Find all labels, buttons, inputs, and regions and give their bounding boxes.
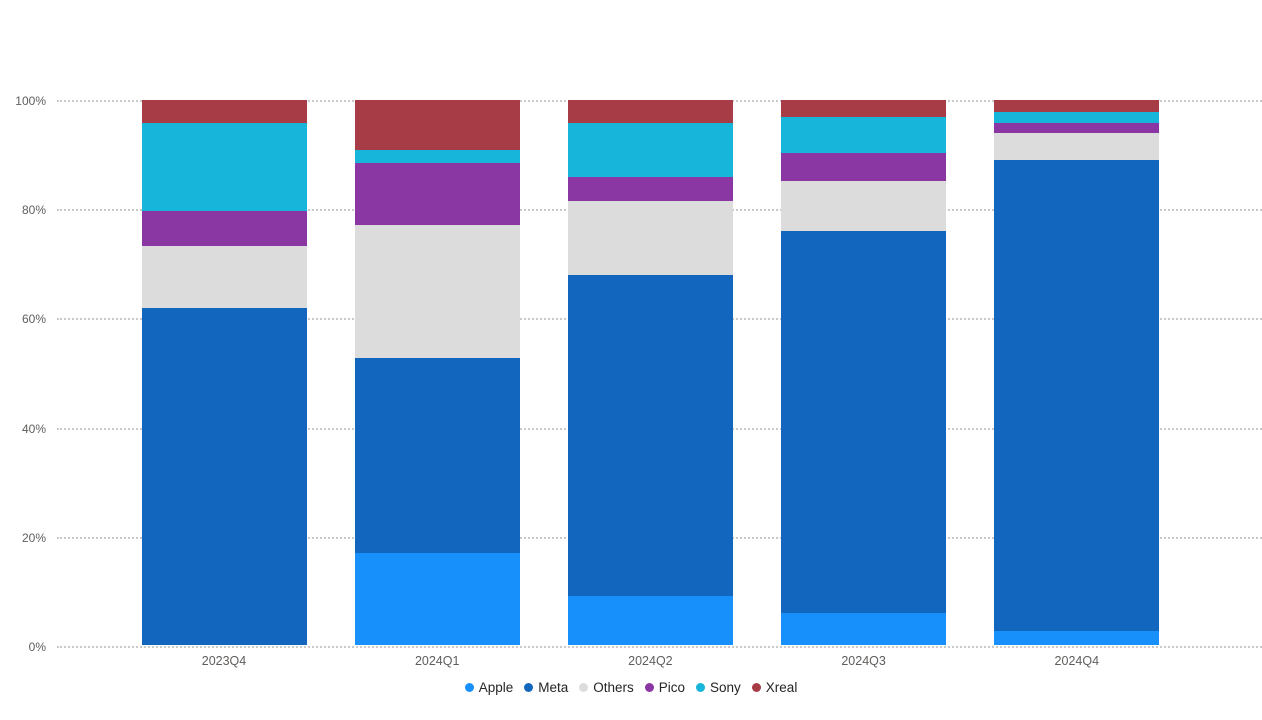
bar-segment-pico-2024Q2[interactable] <box>567 176 733 202</box>
bar-segment-pico-2024Q3[interactable] <box>781 153 947 182</box>
y-axis-tick-label: 20% <box>21 530 46 545</box>
legend-color-dot <box>524 683 534 692</box>
legend-item-pico[interactable]: Pico <box>644 680 686 695</box>
legend: Apple Meta Others Pico Sony Xreal <box>0 680 1262 695</box>
y-axis-tick-label: 0% <box>28 640 46 654</box>
bar-segment-pico-2024Q1[interactable] <box>354 163 520 226</box>
bar-segment-xreal-2024Q4[interactable] <box>994 100 1160 112</box>
bar-2024Q4 <box>994 100 1160 645</box>
x-axis-label-2024Q2: 2024Q2 <box>628 654 673 668</box>
y-axis-tick-label: 100% <box>15 94 46 108</box>
bar-segment-apple-2024Q2[interactable] <box>567 595 733 645</box>
bar-segment-others-2023Q4[interactable] <box>141 245 307 308</box>
bar-segment-sony-2024Q1[interactable] <box>354 149 520 164</box>
legend-color-dot <box>464 683 474 692</box>
bar-segment-others-2024Q1[interactable] <box>354 225 520 358</box>
bar-segment-meta-2024Q2[interactable] <box>567 274 733 596</box>
bar-segment-others-2024Q2[interactable] <box>567 201 733 275</box>
bar-2023Q4 <box>141 100 307 645</box>
legend-item-sony[interactable]: Sony <box>696 680 741 695</box>
bar-segment-apple-2024Q1[interactable] <box>354 553 520 645</box>
legend-item-label: Pico <box>658 680 686 695</box>
bar-segment-sony-2024Q4[interactable] <box>994 112 1160 123</box>
legend-item-label: Apple <box>478 680 514 695</box>
bar-segment-apple-2024Q3[interactable] <box>781 612 947 645</box>
y-axis-tick-label: 80% <box>21 203 46 218</box>
bar-segment-xreal-2024Q2[interactable] <box>567 100 733 123</box>
gridline <box>57 646 1262 648</box>
bar-segment-sony-2023Q4[interactable] <box>141 122 307 212</box>
bar-segment-sony-2024Q2[interactable] <box>567 122 733 177</box>
bar-segment-xreal-2023Q4[interactable] <box>141 100 307 123</box>
legend-item-meta[interactable]: Meta <box>524 680 568 695</box>
bar-2024Q2 <box>567 100 733 645</box>
bar-segment-xreal-2024Q3[interactable] <box>781 100 947 118</box>
y-axis-tick-label: 60% <box>21 312 46 327</box>
bar-segment-meta-2023Q4[interactable] <box>141 307 307 645</box>
bar-segment-meta-2024Q1[interactable] <box>354 357 520 554</box>
bar-segment-pico-2024Q4[interactable] <box>994 122 1160 134</box>
bar-segment-xreal-2024Q1[interactable] <box>354 100 520 150</box>
x-axis-label-2024Q1: 2024Q1 <box>414 654 460 668</box>
x-axis-label-2023Q4: 2023Q4 <box>201 654 247 668</box>
bar-segment-others-2024Q4[interactable] <box>994 133 1160 160</box>
legend-color-dot <box>696 683 706 692</box>
bar-segment-others-2024Q3[interactable] <box>781 181 947 232</box>
bar-2024Q3 <box>781 100 947 645</box>
legend-item-apple[interactable]: Apple <box>464 680 514 695</box>
legend-color-dot <box>644 683 654 692</box>
bar-segment-apple-2024Q4[interactable] <box>994 630 1160 645</box>
legend-item-xreal[interactable]: Xreal <box>751 680 798 695</box>
legend-color-dot <box>579 683 589 692</box>
bar-segment-pico-2023Q4[interactable] <box>141 211 307 246</box>
legend-item-label: Xreal <box>765 680 798 695</box>
x-axis-label-2024Q3: 2024Q3 <box>841 654 886 668</box>
bar-segment-sony-2024Q3[interactable] <box>781 117 947 154</box>
bar-segment-meta-2024Q3[interactable] <box>781 231 947 613</box>
x-axis-label-2024Q4: 2024Q4 <box>1054 654 1100 668</box>
legend-item-label: Others <box>593 680 634 695</box>
bar-segment-meta-2024Q4[interactable] <box>994 159 1160 631</box>
legend-color-dot <box>751 683 761 692</box>
bar-2024Q1 <box>354 100 520 645</box>
y-axis-tick-label: 40% <box>21 421 46 436</box>
legend-item-label: Meta <box>538 680 569 695</box>
legend-item-label: Sony <box>710 680 741 695</box>
legend-item-others[interactable]: Others <box>579 680 634 695</box>
